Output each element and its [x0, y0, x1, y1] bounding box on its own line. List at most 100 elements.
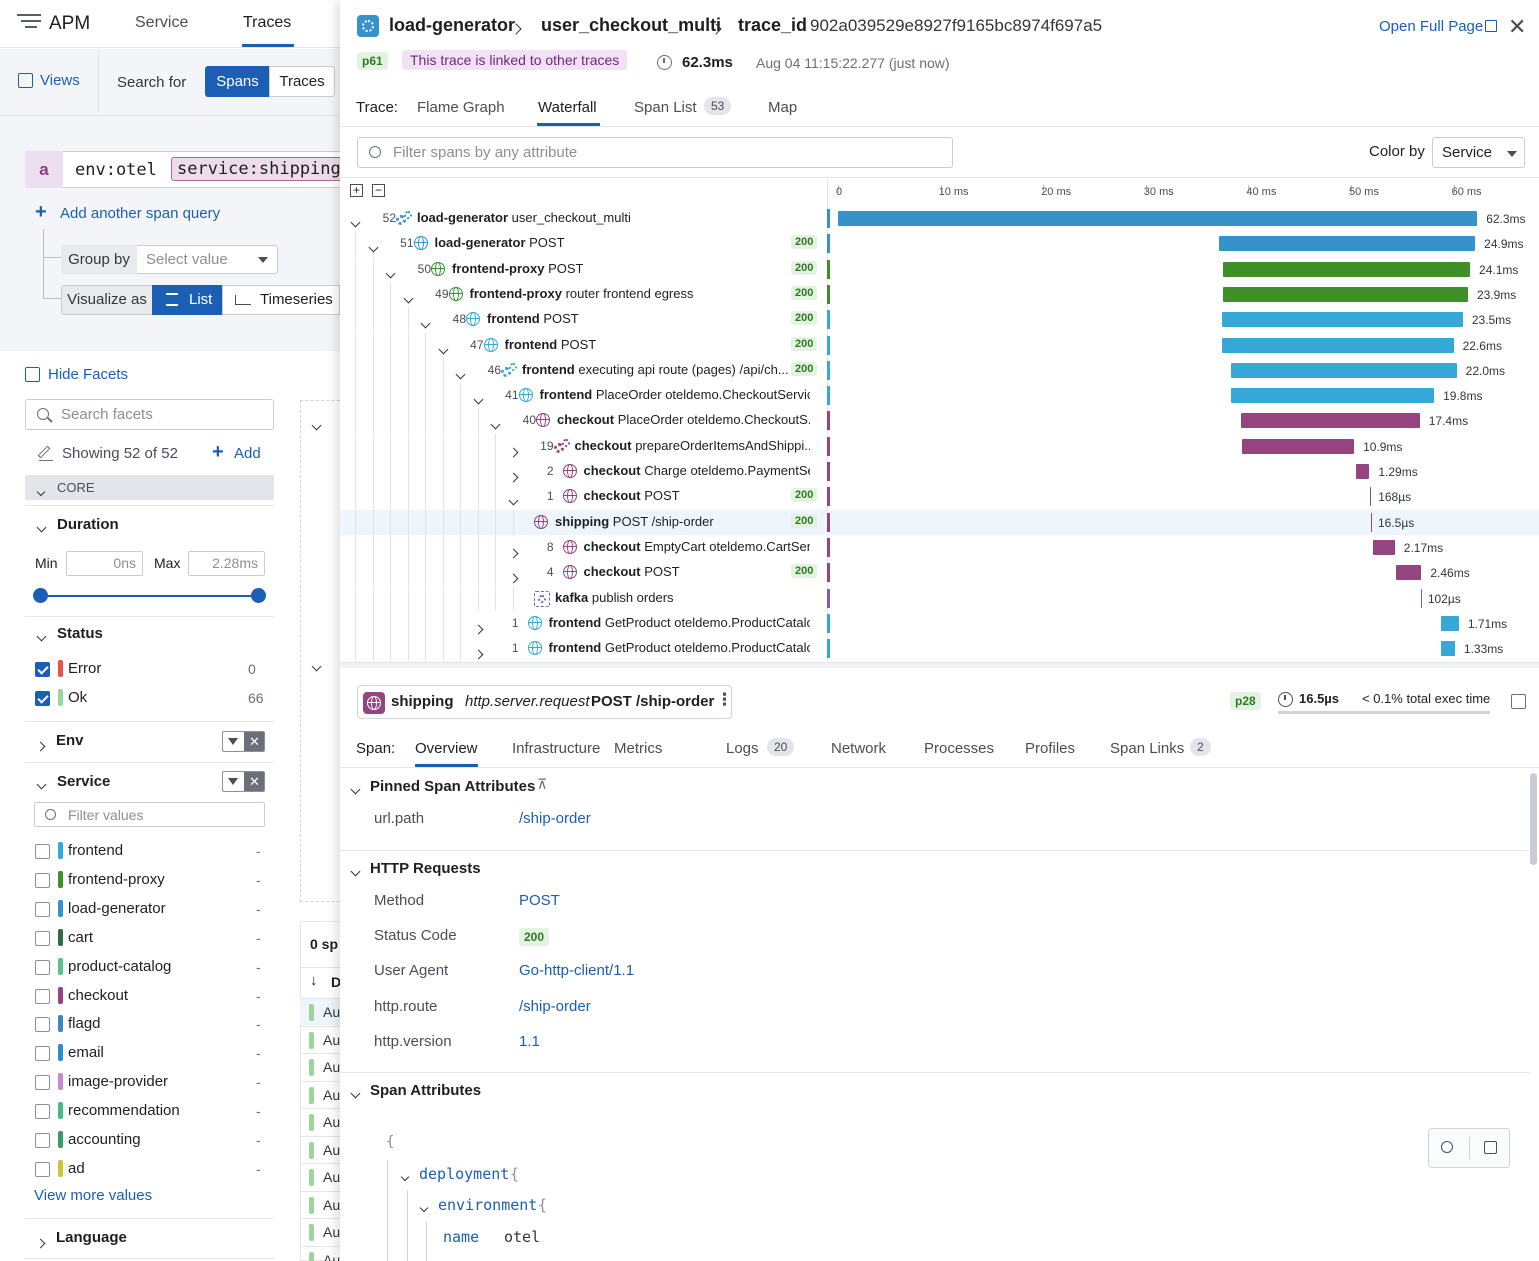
- service-checkbox[interactable]: [35, 988, 50, 1004]
- service-facet-value[interactable]: image-provider: [68, 1073, 169, 1091]
- chevron-down-icon[interactable]: [400, 1172, 410, 1182]
- http-attr-value[interactable]: POST: [519, 892, 560, 909]
- status-label[interactable]: Ok: [68, 689, 88, 706]
- duration-facet-title[interactable]: Duration: [57, 516, 119, 533]
- expand-chevron-icon[interactable]: [508, 569, 518, 585]
- span-tab-processes[interactable]: Processes: [924, 740, 995, 757]
- table-row[interactable]: Au: [300, 1163, 340, 1190]
- slider-max-handle[interactable]: [251, 588, 266, 603]
- tab-waterfall[interactable]: Waterfall: [538, 99, 597, 116]
- span-bar[interactable]: [1218, 236, 1476, 252]
- table-row[interactable]: Au: [300, 1190, 340, 1218]
- service-facet-value[interactable]: load-generator: [68, 899, 166, 917]
- span-bar[interactable]: [1371, 512, 1372, 532]
- collapse-all-icon[interactable]: −: [372, 184, 385, 197]
- service-checkbox[interactable]: [35, 1104, 50, 1120]
- linked-traces-badge[interactable]: This trace is linked to other traces: [402, 50, 628, 70]
- visualize-timeseries[interactable]: Timeseries: [222, 285, 340, 315]
- chevron-right-icon[interactable]: [35, 741, 46, 752]
- service-checkbox[interactable]: [35, 1133, 50, 1148]
- span-bar[interactable]: [1241, 413, 1420, 429]
- service-checkbox[interactable]: [35, 930, 50, 946]
- span-bar[interactable]: [838, 211, 1478, 226]
- span-tab-span-links[interactable]: Span Links: [1110, 740, 1185, 757]
- span-bar[interactable]: [1370, 487, 1372, 507]
- collapse-chevron-icon[interactable]: [508, 491, 518, 507]
- tab-flame-graph[interactable]: Flame Graph: [417, 99, 505, 116]
- span-bar[interactable]: [1221, 312, 1463, 328]
- toggle-traces[interactable]: Traces: [269, 66, 335, 97]
- search-icon[interactable]: [1441, 1141, 1453, 1153]
- toggle-spans[interactable]: Spans: [205, 66, 270, 97]
- service-facet-value[interactable]: accounting: [68, 1131, 141, 1148]
- chevron-down-icon[interactable]: [36, 779, 47, 790]
- collapse-chevron-icon[interactable]: [490, 415, 501, 431]
- span-bar[interactable]: [1230, 362, 1457, 378]
- nav-tab-traces[interactable]: Traces: [243, 14, 292, 31]
- query-env[interactable]: env:otel: [75, 160, 157, 180]
- span-row[interactable]: 51 load-generator POST 200 24.9ms: [340, 231, 1539, 257]
- expand-all-icon[interactable]: +: [350, 184, 363, 197]
- more-options-icon[interactable]: ⋮: [716, 690, 733, 709]
- visualize-list[interactable]: List: [152, 285, 223, 315]
- span-summary-pill[interactable]: shipping http.server.request POST /ship-…: [357, 685, 733, 719]
- collapse-chevron-icon[interactable]: [473, 390, 483, 406]
- table-row[interactable]: Au: [300, 1025, 340, 1053]
- span-bar[interactable]: [1221, 337, 1454, 353]
- span-row[interactable]: 48 frontend POST 200 23.5ms: [340, 307, 1539, 333]
- span-bar[interactable]: [1222, 286, 1468, 302]
- span-bar[interactable]: [1420, 588, 1422, 608]
- search-facets-input[interactable]: Search facets: [25, 399, 274, 430]
- view-more-values[interactable]: View more values: [34, 1187, 153, 1204]
- span-row[interactable]: 40 checkout PlaceOrder oteldemo.CheckoutS…: [340, 408, 1539, 434]
- table-row[interactable]: Au: [300, 1218, 340, 1245]
- detail-scrollbar[interactable]: [1530, 773, 1537, 865]
- span-tab-infrastructure[interactable]: Infrastructure: [512, 740, 601, 757]
- table-row[interactable]: Au: [300, 1080, 340, 1108]
- span-bar[interactable]: [1242, 438, 1355, 454]
- service-facet-value[interactable]: recommendation: [68, 1102, 180, 1120]
- collapse-chevron-icon[interactable]: [350, 213, 361, 229]
- span-row[interactable]: 4 checkout POST 200 2.46ms: [340, 560, 1539, 586]
- chevron-down-icon[interactable]: [36, 522, 47, 533]
- chevron-down-icon[interactable]: [350, 1088, 361, 1099]
- chevron-down-icon[interactable]: [36, 631, 47, 642]
- service-facet-value[interactable]: ad: [68, 1159, 85, 1177]
- service-checkbox[interactable]: [35, 872, 50, 888]
- span-bar[interactable]: [1222, 261, 1471, 277]
- service-facet-value[interactable]: email: [68, 1044, 104, 1062]
- span-bar[interactable]: [1356, 464, 1370, 479]
- language-facet-title[interactable]: Language: [56, 1229, 127, 1246]
- status-checkbox[interactable]: [35, 662, 50, 677]
- service-checkbox[interactable]: [35, 1075, 50, 1091]
- expand-chevron-icon[interactable]: [508, 544, 518, 560]
- pinned-section-title[interactable]: Pinned Span Attributes: [370, 778, 536, 795]
- open-full-page-link[interactable]: Open Full Page: [1379, 18, 1484, 35]
- slider-min-handle[interactable]: [33, 588, 48, 603]
- env-facet-title[interactable]: Env: [56, 732, 84, 749]
- close-icon[interactable]: ✕: [244, 732, 264, 751]
- collapse-chevron-icon[interactable]: [455, 365, 466, 381]
- copy-icon[interactable]: [1484, 1141, 1497, 1154]
- span-row[interactable]: 49 frontend-proxy router frontend egress 2…: [340, 281, 1539, 307]
- http-section-title[interactable]: HTTP Requests: [370, 860, 481, 877]
- close-icon[interactable]: ✕: [1508, 14, 1527, 39]
- collapse-chevron-icon[interactable]: [385, 264, 396, 280]
- json-value-name[interactable]: otel: [504, 1228, 541, 1246]
- trace-id-value[interactable]: 902a039529e8927f9165bc8974f697a5: [810, 16, 1103, 35]
- span-bar[interactable]: [1441, 641, 1455, 657]
- filter-values-input[interactable]: Filter values: [34, 802, 265, 827]
- chevron-right-icon[interactable]: [35, 1238, 46, 1249]
- table-row[interactable]: Au: [300, 1108, 340, 1135]
- panel-resize-handle[interactable]: [340, 662, 1539, 668]
- span-row[interactable]: 50 frontend-proxy POST 200 24.1ms: [340, 256, 1539, 282]
- tab-span-list[interactable]: Span List: [634, 99, 697, 116]
- collapse-chevron-icon[interactable]: [368, 238, 378, 254]
- core-group-header[interactable]: CORE: [25, 475, 274, 500]
- header-operation[interactable]: user_checkout_multi: [541, 15, 722, 35]
- table-row[interactable]: Au: [300, 1135, 340, 1163]
- external-link-icon[interactable]: [1485, 20, 1497, 32]
- expand-chevron-icon[interactable]: [508, 468, 518, 484]
- tab-map[interactable]: Map: [768, 99, 798, 116]
- span-tab-logs[interactable]: Logs: [726, 740, 759, 757]
